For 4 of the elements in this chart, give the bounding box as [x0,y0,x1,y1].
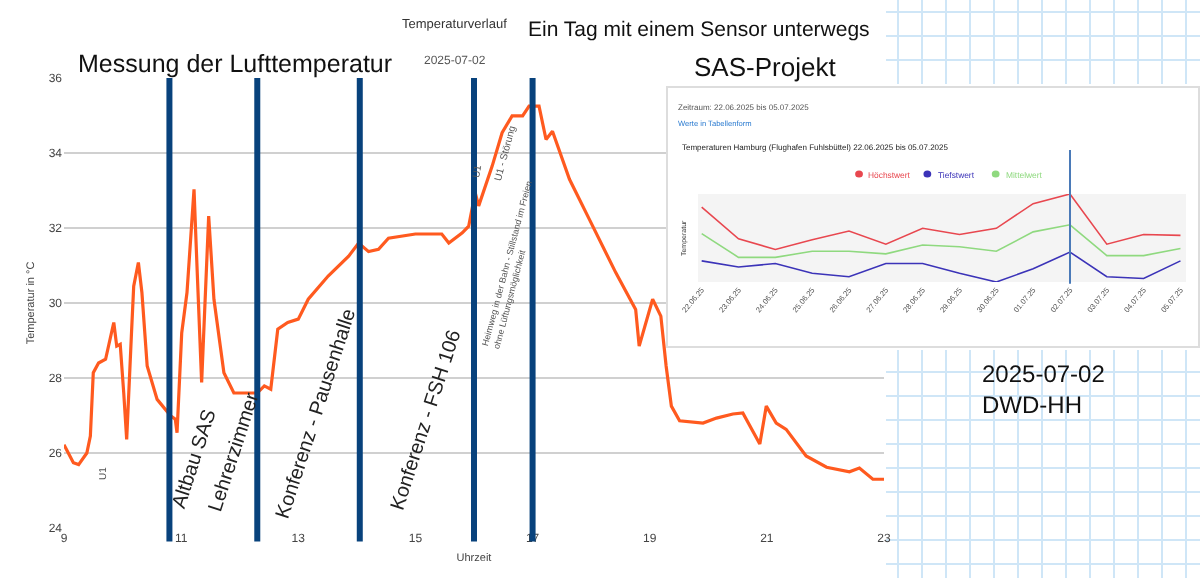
text: Ein Tag mit einem Sensor unterwegs [528,18,870,42]
annotation: SAS-Projekt [694,52,837,82]
text: 2025-07-02 DWD-HH [982,360,1106,420]
annotation: Messung der Lufttemperatur [78,50,393,78]
